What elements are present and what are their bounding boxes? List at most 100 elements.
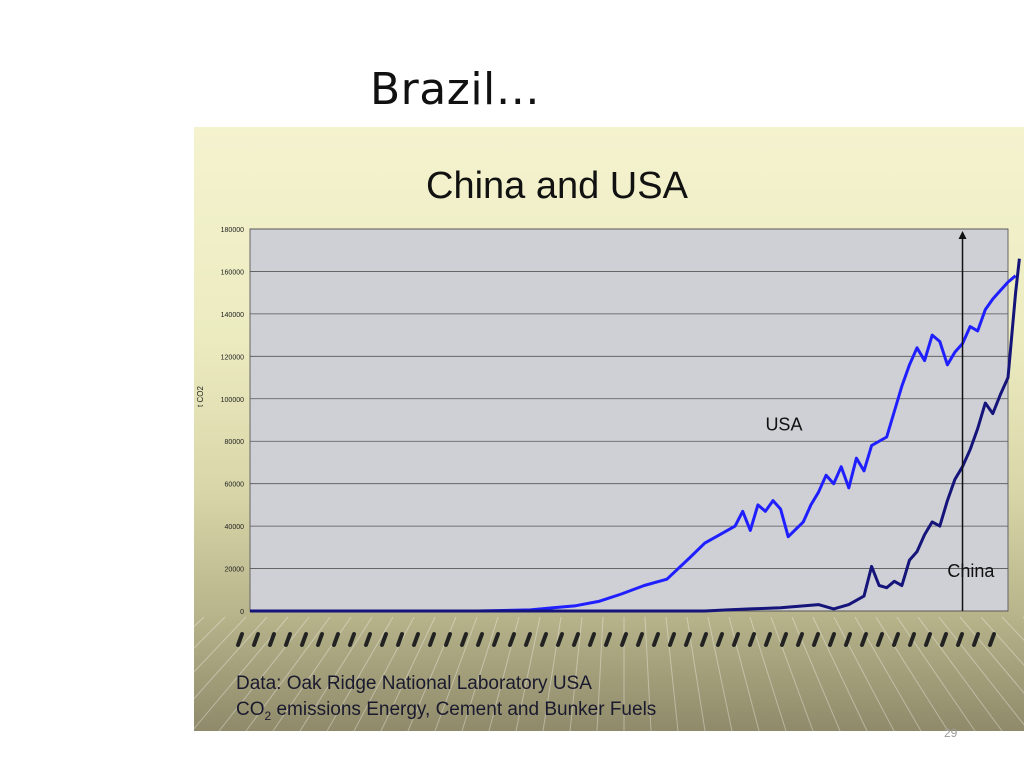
x-tick-mark bbox=[284, 632, 292, 647]
x-tick-mark bbox=[252, 632, 260, 647]
decor-line bbox=[749, 616, 787, 731]
x-tick-mark bbox=[444, 632, 452, 647]
decor-line bbox=[917, 616, 1003, 731]
chart-image: 0 20000 40000 60000 80000 100000 120000 140000 1… bbox=[194, 127, 1024, 731]
decor-line bbox=[569, 616, 583, 731]
subscript-2: 2 bbox=[264, 708, 272, 723]
x-tick-mark bbox=[860, 632, 868, 647]
x-tick-mark bbox=[828, 632, 836, 647]
y-tick-label: 0 bbox=[240, 609, 244, 616]
x-tick-mark bbox=[892, 632, 900, 647]
x-tick-mark bbox=[588, 632, 596, 647]
x-tick-mark bbox=[940, 632, 948, 647]
x-tick-mark bbox=[556, 632, 564, 647]
decor-line bbox=[353, 616, 415, 731]
x-tick-mark bbox=[796, 632, 804, 647]
decor-line bbox=[665, 616, 679, 731]
x-tick-mark bbox=[844, 632, 852, 647]
y-tick-label: 120000 bbox=[221, 354, 244, 361]
y-axis-label: t CO2 bbox=[196, 386, 205, 407]
decor-line bbox=[980, 616, 1024, 666]
x-tick-mark bbox=[988, 632, 996, 647]
x-tick-mark bbox=[476, 632, 484, 647]
x-tick-mark bbox=[780, 632, 788, 647]
x-tick-mark bbox=[300, 632, 308, 647]
decor-line bbox=[770, 616, 814, 731]
emissions-line: CO2 emissions Energy, Cement and Bunker … bbox=[236, 697, 656, 729]
y-tick-label: 100000 bbox=[221, 397, 244, 404]
chart-title: China and USA bbox=[426, 165, 688, 207]
x-tick-mark bbox=[572, 632, 580, 647]
x-tick-mark bbox=[620, 632, 628, 647]
marker-arrow-head bbox=[958, 231, 967, 239]
x-tick-mark bbox=[332, 632, 340, 647]
x-tick-mark bbox=[364, 632, 372, 647]
decor-line bbox=[644, 616, 652, 731]
annotation-china: China bbox=[947, 561, 995, 581]
decor-line bbox=[326, 616, 394, 731]
decor-line bbox=[299, 616, 373, 731]
decor-line bbox=[194, 616, 205, 628]
decor-line bbox=[938, 616, 1024, 726]
decor-line bbox=[218, 616, 310, 731]
chart-svg: 0 20000 40000 60000 80000 100000 120000 140000 1… bbox=[194, 227, 1024, 731]
decor-line bbox=[542, 616, 562, 731]
x-tick-mark bbox=[652, 632, 660, 647]
series-lines bbox=[250, 231, 1021, 613]
y-tick-label: 140000 bbox=[221, 312, 244, 319]
decor-line bbox=[707, 616, 733, 731]
x-tick-mark bbox=[684, 632, 692, 647]
x-tick-mark bbox=[812, 632, 820, 647]
decor-line bbox=[833, 616, 895, 731]
data-source-note: Data: Oak Ridge National Laboratory USA … bbox=[236, 671, 656, 729]
x-tick-mark bbox=[716, 632, 724, 647]
decor-line bbox=[461, 616, 499, 731]
x-tick-mark bbox=[956, 632, 964, 647]
x-tick-mark bbox=[540, 632, 548, 647]
slide-title: Brazil… bbox=[370, 64, 541, 115]
x-tick-mark bbox=[348, 632, 356, 647]
y-tick-label: 20000 bbox=[225, 567, 245, 574]
decor-line bbox=[380, 616, 436, 731]
x-tick-mark bbox=[748, 632, 756, 647]
decor-line bbox=[194, 616, 247, 673]
y-tick-label: 60000 bbox=[225, 482, 245, 489]
y-tick-label: 160000 bbox=[221, 269, 244, 276]
x-tick-mark bbox=[668, 632, 676, 647]
x-tick-mark bbox=[460, 632, 468, 647]
source-line: Data: Oak Ridge National Laboratory USA bbox=[236, 673, 592, 694]
decor-line bbox=[434, 616, 478, 731]
decor-line bbox=[1001, 616, 1024, 641]
series-line-usa bbox=[250, 274, 1017, 613]
decor-line bbox=[245, 616, 331, 731]
x-tick-mark bbox=[700, 632, 708, 647]
y-tick-label: 180000 bbox=[221, 227, 244, 234]
emissions-text: emissions Energy, Cement and Bunker Fuel… bbox=[271, 699, 657, 720]
decor-line bbox=[875, 616, 949, 731]
x-tick-mark bbox=[508, 632, 516, 647]
x-tick-mark bbox=[924, 632, 932, 647]
annotation-usa: USA bbox=[765, 415, 802, 435]
y-tick-labels: 0 20000 40000 60000 80000 100000 120000 140000 1… bbox=[221, 227, 244, 616]
y-tick-label: 40000 bbox=[225, 524, 245, 531]
decor-line bbox=[515, 616, 541, 731]
x-tick-mark bbox=[524, 632, 532, 647]
x-tick-mark bbox=[316, 632, 324, 647]
x-tick-mark bbox=[876, 632, 884, 647]
decor-line bbox=[596, 616, 604, 731]
decor-line bbox=[812, 616, 868, 731]
x-tick-mark bbox=[268, 632, 276, 647]
x-tick-mark bbox=[236, 632, 244, 647]
x-tick-mark bbox=[908, 632, 916, 647]
x-tick-labels bbox=[236, 632, 996, 647]
x-tick-mark bbox=[604, 632, 612, 647]
x-tick-mark bbox=[972, 632, 980, 647]
x-tick-mark bbox=[412, 632, 420, 647]
x-tick-mark bbox=[492, 632, 500, 647]
page-number: 29 bbox=[944, 726, 958, 740]
x-tick-mark bbox=[396, 632, 404, 647]
series-line-china bbox=[250, 258, 1021, 613]
co-text: CO bbox=[236, 699, 265, 720]
decor-line bbox=[728, 616, 760, 731]
decor-line bbox=[194, 616, 226, 649]
